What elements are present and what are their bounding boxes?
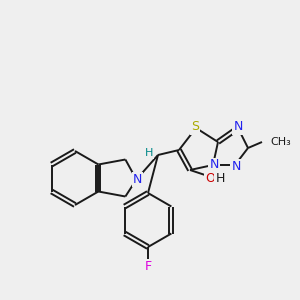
Text: N: N — [233, 121, 243, 134]
Text: S: S — [191, 121, 199, 134]
Text: CH₃: CH₃ — [270, 137, 291, 147]
Text: N: N — [209, 158, 219, 172]
Text: H: H — [145, 148, 153, 158]
Text: F: F — [144, 260, 152, 272]
Text: O: O — [205, 172, 215, 185]
Text: N: N — [133, 173, 142, 186]
Text: H: H — [215, 172, 225, 185]
Text: N: N — [231, 160, 241, 172]
